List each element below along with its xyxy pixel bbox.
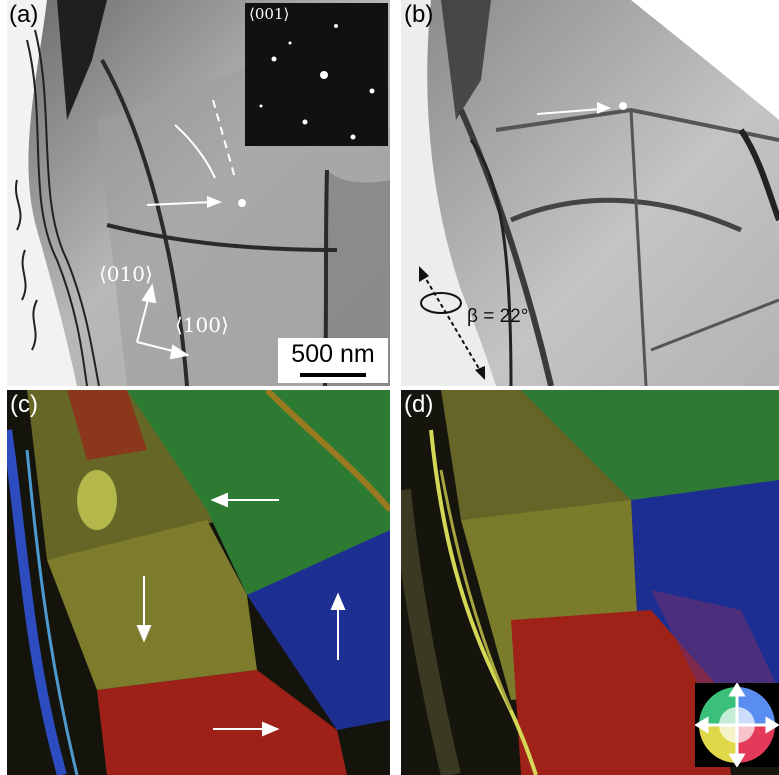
color-wheel-icon: [694, 682, 779, 768]
zone-axis-label: ⟨001⟩: [249, 5, 290, 23]
tem-micrograph-b: [401, 0, 779, 386]
axis-label-100: ⟨100⟩: [175, 313, 229, 337]
white-arrow-icon: [136, 576, 152, 643]
panel-c-magnetization-map: (c): [7, 390, 390, 775]
white-arrow-icon: [210, 492, 279, 508]
panel-label-a: (a): [9, 1, 39, 28]
white-arrow-icon: [146, 196, 222, 208]
white-arrow-icon: [536, 102, 611, 115]
scale-bar-box: 500 nm: [278, 338, 388, 383]
scale-bar-label: 500 nm: [291, 340, 375, 368]
diffraction-pattern: [259, 24, 375, 140]
magnetization-color-map-c: [7, 390, 390, 775]
axis-label-010: ⟨010⟩: [99, 262, 153, 286]
scale-bar: [300, 373, 366, 377]
panel-b-tem-image: (b) β = 22°: [401, 0, 779, 386]
panel-label-b: (b): [404, 1, 434, 28]
panel-label-c: (c): [10, 391, 38, 418]
white-arrow-icon: [330, 592, 346, 660]
dashed-double-arrow-icon: [419, 266, 485, 380]
rotation-arrow-icon: [420, 292, 462, 314]
panel-a-tem-image: (a) ⟨001⟩ ⟨010⟩ ⟨100⟩ 500 nm: [7, 0, 390, 386]
white-arrow-icon: [213, 721, 280, 737]
rotation-angle-label: β = 22°: [467, 306, 529, 327]
panel-d-magnetization-map: (d): [401, 390, 779, 775]
diffraction-inset: ⟨001⟩: [245, 3, 388, 146]
panel-label-d: (d): [404, 391, 434, 418]
